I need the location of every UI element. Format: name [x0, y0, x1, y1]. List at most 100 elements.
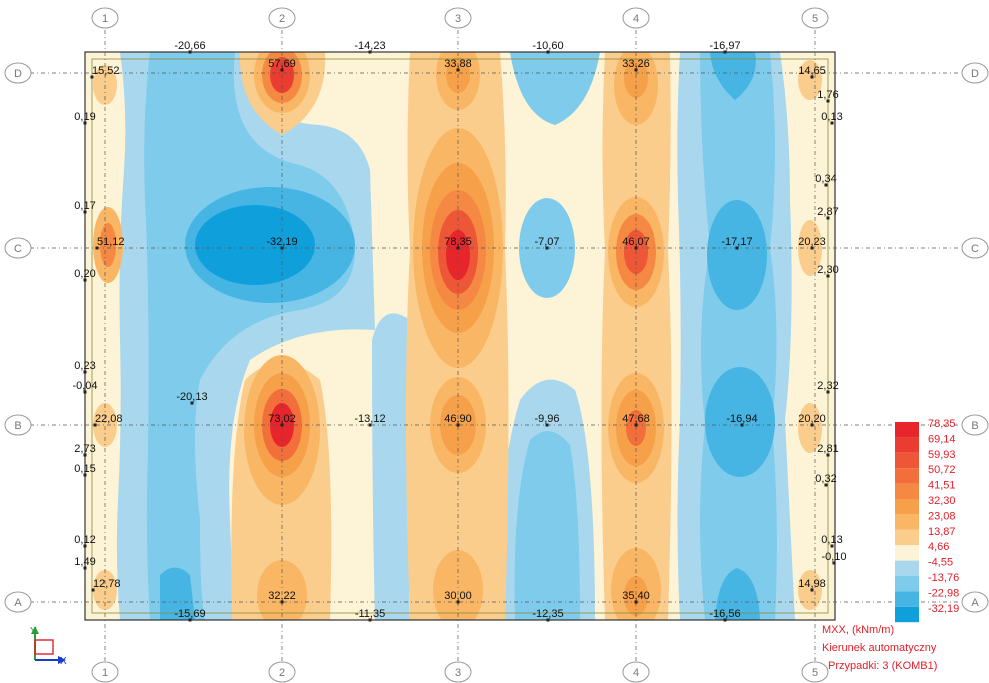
value-bottom-edge-0: -15,69: [174, 608, 206, 622]
axis-bubbles: 1 1 2 2 3 3 4 4 5 5 D D C C B B A A: [4, 7, 989, 683]
value-row-c-6: 20,23: [798, 236, 826, 250]
value-left-edge-7: 0,12: [74, 534, 96, 548]
value-left-edge-2: 0,20: [74, 268, 96, 282]
legend-value: -22,98: [928, 587, 959, 599]
value-row-b-6: 47,68: [622, 413, 650, 427]
svg-text:0,13: 0,13: [821, 534, 842, 546]
svg-text:33,26: 33,26: [622, 58, 650, 70]
svg-text:-17,17: -17,17: [721, 236, 752, 248]
svg-text:32,22: 32,22: [268, 590, 296, 602]
legend-swatch: [895, 606, 919, 623]
legend-value: 4,66: [928, 541, 949, 553]
value-row-c-5: -17,17: [721, 236, 753, 250]
contour-fills: [93, 52, 822, 620]
svg-text:0,23: 0,23: [74, 360, 95, 372]
value-right-edge-3: 2,87: [817, 206, 839, 220]
svg-text:A: A: [14, 597, 22, 609]
value-right-edge-2: 0,34: [815, 173, 837, 187]
svg-text:15,52: 15,52: [92, 65, 120, 77]
svg-text:-13,12: -13,12: [354, 413, 385, 425]
value-left-edge-6: 0,15: [74, 463, 96, 477]
value-left-edge-5: 2,73: [74, 443, 96, 457]
value-right-edge-4: 2,30: [817, 264, 839, 278]
axis-bubble-top-2: 2: [268, 7, 296, 29]
axis-bubble-right-D: D: [961, 62, 989, 84]
value-left-edge-8: 1,49: [74, 556, 96, 570]
value-right-edge-1: 0,13: [821, 111, 843, 125]
value-row-a-2: 30,00: [444, 590, 472, 604]
legend-value: -13,76: [928, 572, 959, 584]
coordinate-triad-icon: Y X: [30, 626, 67, 667]
svg-text:-12,35: -12,35: [532, 608, 563, 620]
value-row-b-3: -13,12: [354, 413, 386, 427]
axis-bubble-top-5: 5: [801, 7, 829, 29]
svg-text:0,32: 0,32: [815, 473, 836, 485]
value-row-b-7: -16,94: [726, 413, 758, 427]
svg-text:-10,60: -10,60: [532, 40, 563, 52]
svg-text:5: 5: [812, 667, 818, 679]
svg-text:46,07: 46,07: [622, 236, 650, 248]
svg-text:-32,19: -32,19: [266, 236, 297, 248]
value-bottom-edge-2: -12,35: [532, 608, 564, 622]
axis-bubble-bottom-4: 4: [622, 661, 650, 683]
svg-text:-11,35: -11,35: [355, 608, 385, 620]
axis-bubble-right-A: A: [961, 591, 989, 613]
axis-bubble-top-4: 4: [622, 7, 650, 29]
legend-swatch: [895, 560, 919, 576]
svg-text:-20,13: -20,13: [176, 391, 207, 403]
value-row-d-3: 33,26: [622, 58, 650, 72]
axis-bubble-right-C: C: [961, 237, 989, 259]
svg-text:20,23: 20,23: [798, 236, 826, 248]
svg-text:0,19: 0,19: [74, 111, 95, 123]
svg-text:B: B: [971, 420, 978, 432]
svg-text:20,20: 20,20: [798, 413, 826, 425]
legend-value: 50,72: [928, 464, 956, 476]
svg-text:2: 2: [279, 13, 285, 25]
svg-text:0,12: 0,12: [74, 534, 95, 546]
svg-text:C: C: [971, 243, 979, 255]
info-cases: Przypadki: 3 (KOMB1): [828, 660, 937, 672]
slab-inner-outline: [91, 58, 829, 614]
svg-text:0,34: 0,34: [815, 173, 836, 185]
value-right-edge-7: 0,32: [815, 473, 837, 487]
axis-bubble-left-B: B: [4, 414, 32, 436]
svg-text:51,12: 51,12: [97, 236, 125, 248]
value-row-a-4: 14,98: [798, 578, 826, 592]
value-bottom-edge-1: -11,35: [355, 608, 385, 622]
axis-bubble-bottom-5: 5: [801, 661, 829, 683]
svg-text:46,90: 46,90: [444, 413, 472, 425]
svg-text:78,35: 78,35: [444, 236, 472, 248]
legend-swatch: [895, 422, 919, 438]
value-row-c-4: 46,07: [622, 236, 650, 250]
legend-swatch: [895, 499, 919, 515]
value-row-c-1: -32,19: [266, 236, 298, 250]
value-row-c-3: -7,07: [534, 236, 560, 250]
axis-bubble-top-3: 3: [444, 7, 472, 29]
svg-text:-0,10: -0,10: [821, 551, 846, 563]
svg-text:2: 2: [279, 667, 285, 679]
svg-text:D: D: [14, 68, 22, 80]
value-top-edge-1: -14,23: [354, 40, 386, 54]
value-row-a-3: 35,40: [622, 590, 650, 604]
svg-text:D: D: [971, 68, 979, 80]
value-row-d-0: 15,52: [90, 65, 120, 79]
svg-text:33,88: 33,88: [444, 58, 472, 70]
svg-text:-16,56: -16,56: [709, 608, 740, 620]
legend-swatch: [895, 468, 919, 484]
svg-text:0,13: 0,13: [821, 111, 842, 123]
svg-text:2,87: 2,87: [817, 206, 838, 218]
legend-swatch: [895, 545, 919, 561]
legend-swatch: [895, 514, 919, 530]
svg-text:-15,69: -15,69: [174, 608, 205, 620]
legend-value: 32,30: [928, 495, 956, 507]
svg-text:-0,04: -0,04: [72, 380, 97, 392]
legend-value: 13,87: [928, 526, 956, 538]
info-direction: Kierunek automatyczny: [822, 642, 937, 654]
value-row-b-0: 22,08: [93, 413, 123, 427]
svg-text:-14,23: -14,23: [354, 40, 385, 52]
value-left-edge-3: 0,23: [74, 360, 96, 374]
svg-text:0,20: 0,20: [74, 268, 95, 280]
legend-swatch: [895, 483, 919, 499]
legend-swatch: [895, 591, 919, 607]
axis-bubble-left-D: D: [4, 62, 32, 84]
